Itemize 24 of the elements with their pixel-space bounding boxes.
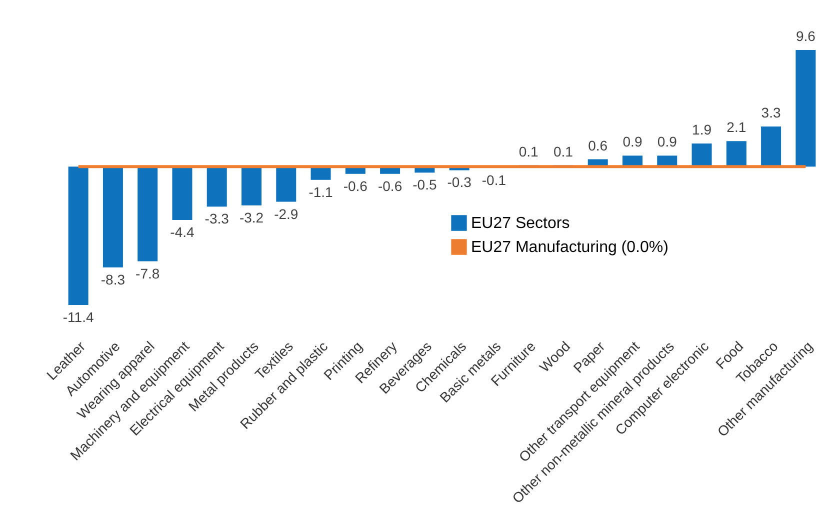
data-label: 1.9: [692, 122, 712, 138]
legend-label: EU27 Manufacturing (0.0%): [471, 239, 668, 256]
data-label: -0.6: [378, 178, 402, 194]
data-label: 2.1: [726, 119, 746, 136]
data-label: -2.9: [274, 206, 298, 222]
data-label: 0.1: [518, 143, 539, 160]
data-label: 0.9: [657, 134, 678, 150]
data-label: -3.3: [204, 210, 230, 227]
data-label: -0.5: [412, 176, 437, 193]
data-label: -3.2: [239, 209, 264, 226]
data-label: -7.8: [136, 265, 160, 282]
data-label: -11.4: [62, 309, 94, 325]
legend-label: EU27 Sectors: [471, 215, 570, 232]
data-label: -1.1: [308, 184, 334, 200]
data-label: -8.3: [100, 271, 126, 288]
data-label: 3.3: [761, 104, 781, 120]
data-label: 9.6: [796, 28, 816, 44]
data-label: -0.1: [482, 172, 506, 188]
data-label: 0.9: [622, 134, 642, 150]
data-label: 0.1: [553, 143, 574, 160]
data-label: -4.4: [170, 224, 195, 240]
data-label: -0.3: [447, 174, 472, 190]
data-label: -0.6: [343, 178, 368, 194]
data-label: 0.6: [588, 137, 608, 154]
